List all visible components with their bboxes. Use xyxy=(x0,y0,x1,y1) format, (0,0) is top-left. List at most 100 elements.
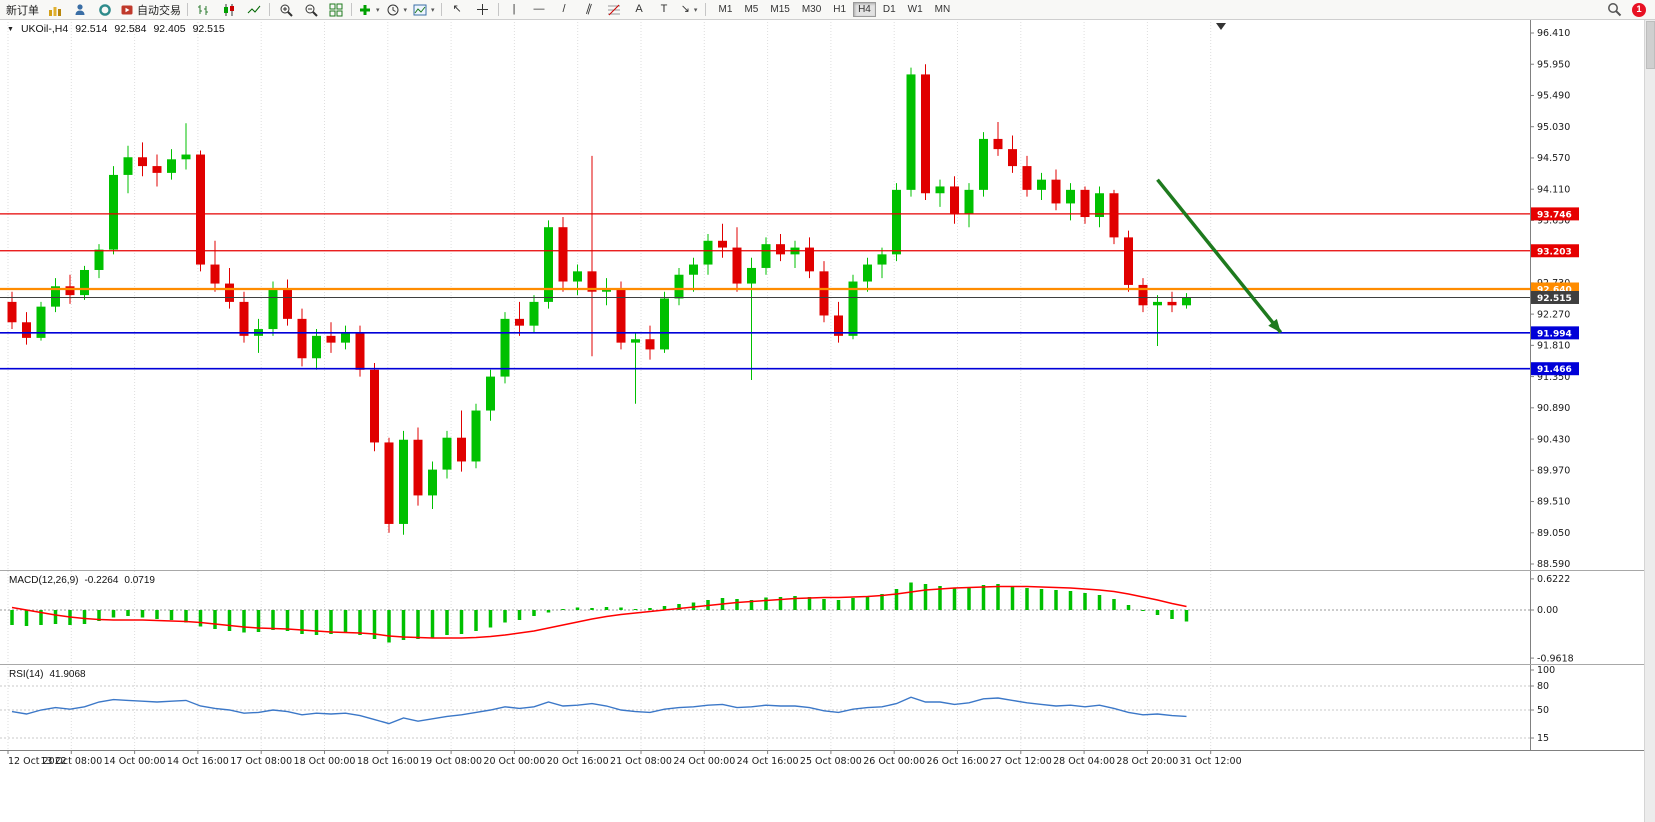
indicators-button[interactable]: ▾ xyxy=(355,0,383,19)
chart-low-value: 92.405 xyxy=(153,23,186,35)
time-axis-label: 31 Oct 12:00 xyxy=(1180,756,1242,767)
vertical-line-button[interactable]: | xyxy=(502,0,527,19)
toolbar-right: 1 xyxy=(1607,2,1652,17)
candle-body xyxy=(65,286,75,296)
navigator-button[interactable] xyxy=(92,0,117,19)
price-axis-label: 89.970 xyxy=(1537,465,1570,476)
price-axis-label: 91.810 xyxy=(1537,341,1570,352)
toolbar-separator xyxy=(704,3,706,16)
time-axis-label: 25 Oct 08:00 xyxy=(800,756,862,767)
candle-body xyxy=(1066,189,1075,204)
candle-body xyxy=(848,281,858,336)
time-axis-label: 20 Oct 00:00 xyxy=(483,756,545,767)
candle-body xyxy=(1153,301,1162,306)
templates-button[interactable]: ▾ xyxy=(410,0,438,19)
periods-button[interactable]: ▾ xyxy=(383,0,411,19)
timeframe-h1[interactable]: H1 xyxy=(833,4,847,15)
new-order-button[interactable]: 新订单 xyxy=(3,0,42,19)
candle-body xyxy=(297,318,307,359)
text-button[interactable]: A xyxy=(627,0,652,19)
horizontal-line-button[interactable]: — xyxy=(527,0,552,19)
toolbar-separator xyxy=(497,3,499,16)
candle-body xyxy=(239,301,249,336)
time-axis-label: 21 Oct 08:00 xyxy=(610,756,672,767)
zoom-out-button[interactable] xyxy=(298,0,323,19)
crosshair-button[interactable] xyxy=(470,0,495,19)
label-button[interactable]: T xyxy=(652,0,677,19)
price-axis-label: 91.350 xyxy=(1537,372,1570,383)
timeframe-h4[interactable]: H4 xyxy=(853,2,876,17)
charts-button[interactable] xyxy=(42,0,67,19)
rsi-scale-label: 50 xyxy=(1537,705,1549,716)
macd-scale-label: -0.9618 xyxy=(1537,653,1574,664)
candlestick-chart-button[interactable] xyxy=(216,0,241,19)
candle-body xyxy=(1124,237,1133,285)
timeframe-mn[interactable]: MN xyxy=(934,4,951,15)
candle-body xyxy=(979,138,988,190)
arrow-tool-icon: ↘ xyxy=(680,3,690,15)
one-click-expand-icon[interactable]: ▼ xyxy=(7,25,14,33)
timeframe-m15[interactable]: M15 xyxy=(770,4,790,15)
trendline-button[interactable]: / xyxy=(552,0,577,19)
tile-windows-button[interactable] xyxy=(323,0,348,19)
arrows-button[interactable]: ↘ ▾ xyxy=(677,0,702,19)
rsi-scale-label: 15 xyxy=(1537,733,1549,744)
search-icon[interactable] xyxy=(1607,2,1622,17)
price-axis-background xyxy=(1531,20,1655,822)
time-axis-label: 20 Oct 16:00 xyxy=(547,756,609,767)
time-axis-label: 18 Oct 16:00 xyxy=(357,756,419,767)
candle-body xyxy=(181,154,191,160)
candle-body xyxy=(326,335,336,343)
candle-body xyxy=(167,159,176,173)
timeframe-m1[interactable]: M1 xyxy=(718,4,733,15)
resistance-line-2-tag-label: 93.203 xyxy=(1537,247,1572,257)
candle-body xyxy=(1095,193,1104,218)
price-axis-label: 90.890 xyxy=(1537,403,1570,414)
current-price-line-tag xyxy=(1531,290,1579,304)
notification-badge[interactable]: 1 xyxy=(1632,2,1646,17)
cursor-button[interactable]: ↖ xyxy=(445,0,470,19)
bar-chart-button[interactable] xyxy=(191,0,216,19)
candle-body xyxy=(268,288,278,330)
chart-shift-marker[interactable] xyxy=(1216,23,1226,30)
candlestick-icon xyxy=(223,3,234,16)
vertical-scrollbar[interactable] xyxy=(1644,19,1655,822)
zoom-in-button[interactable] xyxy=(273,0,298,19)
price-axis-label: 89.050 xyxy=(1537,528,1570,539)
price-axis-label: 94.110 xyxy=(1537,184,1570,195)
channel-button[interactable]: ∥ xyxy=(577,0,602,19)
line-chart-button[interactable] xyxy=(241,0,266,19)
support-line-2-tag xyxy=(1531,362,1579,376)
crosshair-icon xyxy=(476,4,488,15)
candle-body xyxy=(486,376,495,411)
vertical-line-icon: | xyxy=(512,3,516,15)
candle-body xyxy=(747,267,756,284)
trendline-icon: / xyxy=(562,3,566,15)
candle-body xyxy=(210,264,220,284)
candle-body xyxy=(993,138,1003,150)
macd-signal-value: 0.0719 xyxy=(124,575,155,586)
trend-arrow[interactable] xyxy=(1156,178,1283,334)
candle-body xyxy=(892,189,901,255)
candle-body xyxy=(1080,189,1090,218)
timeframe-m30[interactable]: M30 xyxy=(801,4,822,15)
autotrading-button[interactable]: 自动交易 xyxy=(117,0,184,19)
template-image-icon xyxy=(413,4,427,15)
scrollbar-thumb[interactable] xyxy=(1646,21,1655,69)
rsi-title: RSI(14) xyxy=(9,669,44,680)
timeframe-m5[interactable]: M5 xyxy=(744,4,759,15)
rsi-value: 41.9068 xyxy=(49,669,86,680)
fibonacci-button[interactable] xyxy=(602,0,627,19)
rsi-scale-label: 100 xyxy=(1537,665,1555,676)
dropdown-arrow-icon: ▾ xyxy=(403,6,408,14)
label-tool-icon: T xyxy=(660,3,668,15)
timeframe-w1[interactable]: W1 xyxy=(907,4,923,15)
market-watch-button[interactable] xyxy=(67,0,92,19)
timeframe-d1[interactable]: D1 xyxy=(882,4,896,15)
candle-body xyxy=(587,271,597,292)
price-axis-label: 95.950 xyxy=(1537,59,1570,70)
macd-scale-label: 0.6222 xyxy=(1537,574,1570,585)
candle-body xyxy=(805,247,814,272)
